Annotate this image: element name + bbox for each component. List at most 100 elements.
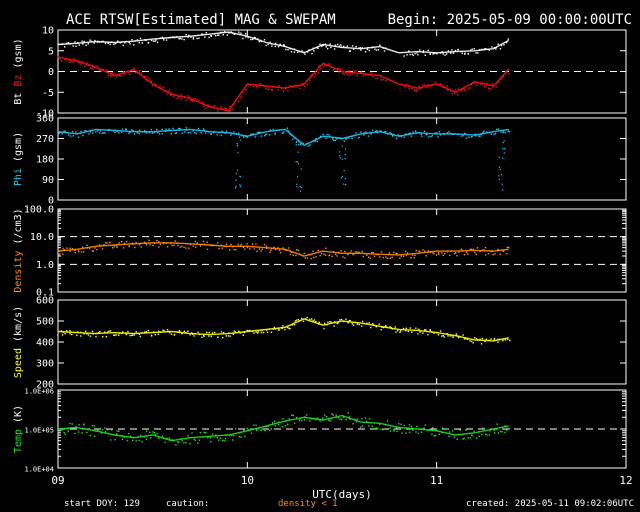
data-point — [140, 72, 143, 75]
data-point — [481, 48, 483, 51]
data-point — [485, 254, 487, 256]
data-point — [187, 330, 189, 332]
data-point — [344, 154, 346, 156]
data-point — [382, 256, 384, 259]
data-point — [222, 439, 224, 442]
data-point — [488, 339, 490, 341]
data-point — [379, 423, 381, 426]
data-point — [279, 43, 281, 45]
data-point — [477, 81, 479, 83]
data-point — [274, 248, 277, 251]
data-point — [252, 133, 254, 135]
data-point — [60, 330, 63, 332]
data-point — [297, 85, 299, 87]
data-point — [108, 128, 110, 131]
data-point — [225, 335, 227, 337]
data-point — [193, 438, 196, 440]
data-point — [298, 143, 300, 146]
data-point — [324, 254, 327, 256]
data-point — [185, 129, 188, 131]
data-point — [427, 250, 429, 252]
data-point — [402, 327, 405, 330]
y-tick-label: 400 — [36, 338, 54, 349]
data-point — [67, 59, 69, 61]
series-phi — [57, 127, 510, 192]
data-point — [131, 39, 133, 41]
data-point — [234, 100, 237, 102]
data-point — [272, 128, 274, 131]
data-point — [320, 323, 323, 326]
data-point — [459, 429, 461, 431]
data-point — [95, 430, 97, 432]
data-point — [406, 252, 409, 254]
data-point — [483, 48, 486, 50]
data-point — [260, 250, 262, 252]
data-point — [311, 74, 313, 76]
data-point — [369, 74, 371, 76]
data-point — [288, 327, 290, 329]
data-point — [433, 332, 435, 334]
data-point — [464, 132, 466, 135]
data-point — [361, 320, 364, 323]
data-point — [500, 174, 502, 176]
data-point — [238, 436, 241, 438]
data-point — [424, 329, 426, 331]
data-point — [340, 250, 342, 252]
data-point — [377, 254, 379, 256]
data-point — [125, 40, 127, 43]
data-point — [192, 130, 194, 132]
data-point — [444, 86, 446, 88]
data-point — [225, 246, 227, 248]
data-point — [169, 331, 171, 334]
data-point — [98, 41, 101, 43]
data-point — [280, 87, 283, 90]
data-point — [373, 255, 376, 257]
data-point — [383, 326, 385, 329]
data-point — [163, 39, 165, 41]
data-point — [411, 254, 414, 256]
data-point — [150, 129, 152, 131]
data-point — [359, 71, 362, 74]
data-point — [333, 68, 336, 70]
data-point — [434, 132, 436, 134]
data-point — [474, 133, 476, 135]
data-point — [461, 52, 463, 54]
begin-time: Begin: 2025-05-09 00:00:00UTC — [388, 12, 632, 28]
data-point — [454, 133, 456, 135]
data-point — [100, 70, 102, 72]
data-point — [176, 242, 178, 244]
data-point — [353, 253, 356, 255]
data-point — [498, 166, 500, 168]
data-point — [492, 253, 494, 256]
data-point — [477, 52, 479, 54]
data-point — [358, 251, 360, 254]
data-point — [506, 253, 508, 255]
data-point — [171, 244, 173, 247]
data-point — [172, 36, 174, 38]
data-point — [235, 249, 237, 251]
data-point — [412, 131, 414, 133]
series-density — [57, 239, 510, 260]
data-point — [83, 333, 85, 335]
data-point — [403, 85, 406, 88]
data-point — [224, 437, 227, 440]
data-point — [349, 252, 351, 254]
data-point — [350, 250, 352, 252]
data-point — [379, 75, 382, 77]
data-point — [376, 428, 379, 430]
data-point — [67, 42, 70, 44]
data-point — [484, 433, 487, 435]
data-point — [179, 128, 181, 130]
data-point — [222, 331, 225, 334]
data-point — [400, 423, 402, 425]
data-point — [306, 51, 309, 53]
data-point — [63, 432, 65, 434]
data-point — [284, 425, 287, 427]
data-point — [481, 433, 483, 436]
data-point — [156, 433, 158, 435]
data-point — [499, 430, 502, 433]
series-line — [57, 242, 509, 257]
data-point — [323, 253, 325, 255]
data-point — [232, 435, 235, 437]
data-point — [403, 255, 405, 257]
